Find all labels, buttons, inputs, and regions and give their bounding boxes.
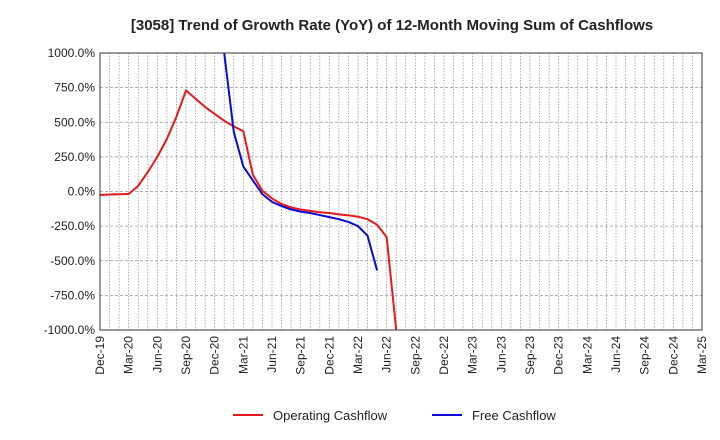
y-tick-label: -250.0% xyxy=(50,219,95,233)
y-tick-label: 0.0% xyxy=(68,185,96,199)
x-tick-label: Mar-23 xyxy=(466,336,480,374)
x-tick-label: Sep-24 xyxy=(638,336,652,375)
x-tick-label: Dec-19 xyxy=(93,336,107,375)
x-tick-label: Jun-22 xyxy=(380,336,394,373)
x-axis: Dec-19 Mar-20 Jun-20 Sep-20 Dec-20 Mar-21 Jun-… xyxy=(93,336,709,375)
y-tick-label: 500.0% xyxy=(54,115,95,129)
x-tick-label: Sep-23 xyxy=(523,336,537,375)
x-tick-label: Jun-21 xyxy=(265,336,279,373)
y-axis: 1000.0% 750.0% 500.0% 250.0% 0.0% -250.0% -500… xyxy=(44,46,96,337)
x-tick-label: Jun-23 xyxy=(494,336,508,373)
y-tick-label: 250.0% xyxy=(54,150,95,164)
chart-title: [3058] Trend of Growth Rate (YoY) of 12-… xyxy=(131,17,653,34)
series-lines xyxy=(100,53,398,330)
x-tick-label: Dec-21 xyxy=(322,336,336,375)
x-tick-label: Mar-25 xyxy=(695,336,709,374)
x-tick-label: Dec-22 xyxy=(437,336,451,375)
x-tick-label: Sep-22 xyxy=(408,336,422,375)
x-tick-label: Dec-20 xyxy=(208,336,222,375)
x-tick-label: Jun-24 xyxy=(609,336,623,373)
x-tick-label: Mar-20 xyxy=(122,336,136,374)
x-tick-label: Mar-21 xyxy=(236,336,250,374)
y-tick-label: 1000.0% xyxy=(48,46,96,60)
y-tick-label: -750.0% xyxy=(50,288,95,302)
y-tick-label: -1000.0% xyxy=(44,323,96,337)
x-tick-label: Jun-20 xyxy=(150,336,164,373)
legend: Operating Cashflow Free Cashflow xyxy=(233,408,556,423)
legend-label: Operating Cashflow xyxy=(273,408,388,423)
x-tick-label: Mar-24 xyxy=(580,336,594,374)
legend-label: Free Cashflow xyxy=(472,408,556,423)
y-tick-label: 750.0% xyxy=(54,81,95,95)
plot-area xyxy=(99,52,703,331)
series-line-free-cashflow xyxy=(223,53,379,271)
series-line-operating-cashflow xyxy=(100,89,398,330)
x-tick-label: Dec-24 xyxy=(666,336,680,375)
x-tick-label: Sep-21 xyxy=(294,336,308,375)
y-tick-label: -500.0% xyxy=(50,254,95,268)
x-tick-label: Dec-23 xyxy=(552,336,566,375)
x-tick-label: Sep-20 xyxy=(179,336,193,375)
x-tick-label: Mar-22 xyxy=(351,336,365,374)
